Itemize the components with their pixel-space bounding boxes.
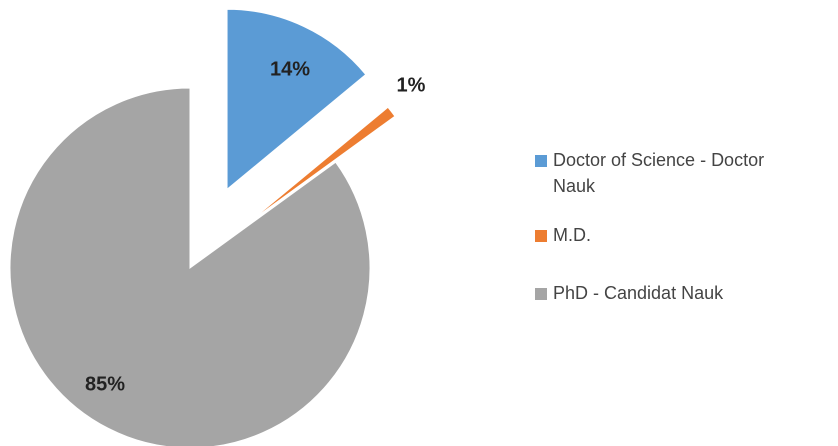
pie-slice bbox=[226, 8, 367, 191]
legend-label: M.D. bbox=[553, 225, 591, 245]
legend-label: Doctor of Science - Doctor Nauk bbox=[553, 150, 765, 196]
legend-swatch bbox=[535, 155, 547, 167]
data-label: 1% bbox=[397, 74, 426, 96]
legend-item: M.D. bbox=[535, 225, 803, 248]
legend-label: PhD - Candidat Nauk bbox=[553, 283, 724, 303]
data-label: 14% bbox=[270, 58, 310, 80]
legend-swatch bbox=[535, 288, 547, 300]
pie-slice bbox=[248, 106, 396, 223]
legend-item: PhD - Candidat Nauk bbox=[535, 283, 803, 306]
legend-swatch bbox=[535, 230, 547, 242]
legend-item: Doctor of Science - Doctor Nauk bbox=[535, 150, 803, 199]
data-label: 85% bbox=[85, 373, 125, 395]
pie-slice bbox=[9, 87, 371, 446]
